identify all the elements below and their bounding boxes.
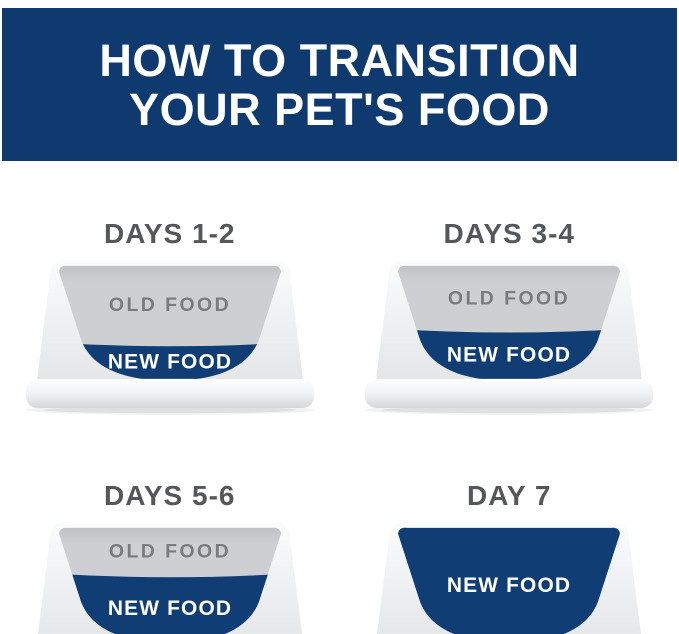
new-food-region [398,528,621,634]
bowl-base [25,379,314,409]
header-banner: HOW TO TRANSITION YOUR PET'S FOOD [2,8,677,161]
bowl-days-5-6-icon: OLD FOOD NEW FOOD [37,522,302,634]
bowl-days-3-4-icon: OLD FOOD NEW FOOD [365,260,654,416]
stage-label-days-5-6: DAYS 5-6 [104,480,236,512]
new-food-label: NEW FOOD [108,351,232,374]
bowl-base [365,379,654,409]
stage-day-7: DAY 7 NEW FOOD [340,416,679,634]
stage-label-day-7: DAY 7 [467,480,552,512]
old-food-label: OLD FOOD [448,288,570,310]
stage-label-days-3-4: DAYS 3-4 [443,218,575,250]
old-food-label: OLD FOOD [109,294,231,316]
header-title-line1: HOW TO TRANSITION [99,34,580,86]
bowl-day-7-icon: NEW FOOD [377,522,642,634]
bowl-days-1-2-icon: OLD FOOD NEW FOOD [25,260,314,416]
stages-grid: DAYS 1-2 OLD FOOD NEW FOOD DAYS 3-4 [0,161,679,634]
new-food-label: NEW FOOD [447,575,571,598]
stage-days-5-6: DAYS 5-6 OLD FOOD NEW FOOD [0,416,340,634]
bowl-shadow-inner [382,406,636,414]
header-title-line2: YOUR PET'S FOOD [129,83,550,135]
bowl-shadow-inner [43,406,297,414]
new-food-label: NEW FOOD [108,598,232,621]
new-food-region [58,574,281,634]
old-food-label: OLD FOOD [109,541,231,563]
stage-days-3-4: DAYS 3-4 OLD FOOD NEW FOOD [340,161,679,416]
stage-label-days-1-2: DAYS 1-2 [104,218,236,250]
stage-days-1-2: DAYS 1-2 OLD FOOD NEW FOOD [0,161,340,416]
new-food-label: NEW FOOD [447,344,571,367]
